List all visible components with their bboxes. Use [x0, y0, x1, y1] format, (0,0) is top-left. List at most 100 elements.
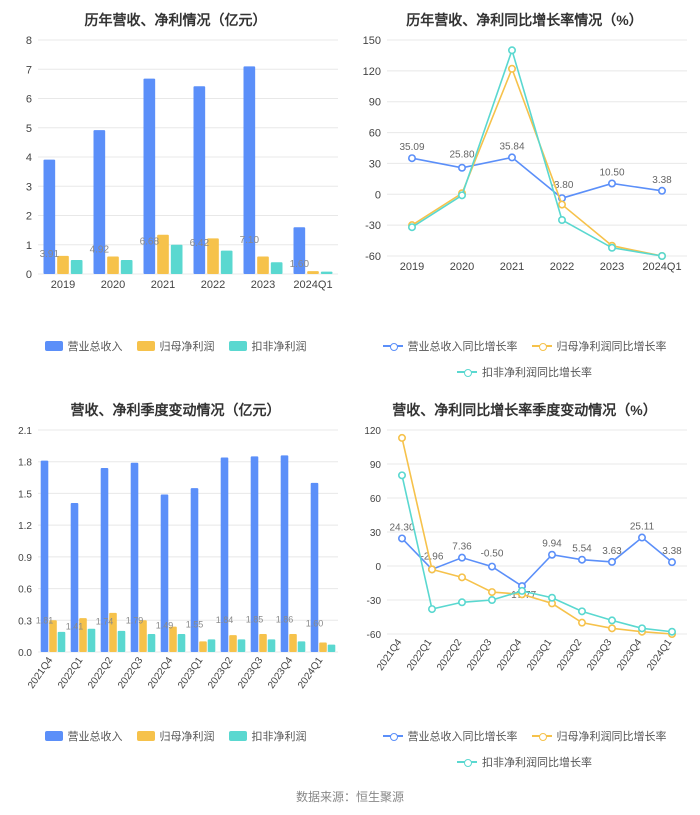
legend-label: 营业总收入同比增长率: [408, 338, 518, 354]
svg-text:-60: -60: [367, 630, 382, 641]
svg-text:4.92: 4.92: [90, 244, 110, 255]
svg-text:1.41: 1.41: [66, 622, 84, 632]
svg-text:-30: -30: [367, 596, 382, 607]
svg-text:2022Q2: 2022Q2: [435, 637, 465, 673]
svg-text:2022: 2022: [550, 261, 574, 273]
legend-item: 扣非净利润: [229, 728, 307, 744]
svg-text:5: 5: [26, 123, 32, 135]
svg-text:0.9: 0.9: [18, 553, 32, 564]
svg-text:0.3: 0.3: [18, 616, 32, 627]
svg-text:3.38: 3.38: [652, 175, 672, 186]
svg-text:2023: 2023: [600, 261, 624, 273]
legend-swatch: [457, 757, 477, 767]
panel-quarterly-growth: 营收、净利同比增长率季度变动情况（%） -60-30030609012024.3…: [353, 394, 696, 778]
svg-text:2019: 2019: [400, 261, 424, 273]
svg-text:2020: 2020: [101, 279, 125, 291]
svg-text:7: 7: [26, 64, 32, 76]
legend-swatch: [45, 731, 63, 741]
svg-text:-60: -60: [365, 251, 381, 263]
svg-text:2023Q2: 2023Q2: [555, 637, 585, 673]
legend-swatch: [229, 731, 247, 741]
legend-swatch: [137, 341, 155, 351]
svg-text:25.11: 25.11: [630, 522, 655, 533]
panel-annual-growth: 历年营收、净利同比增长率情况（%） -60-30030609012015035.…: [353, 4, 696, 388]
legend-item: 归母净利润: [137, 338, 215, 354]
legend-label: 营业总收入同比增长率: [408, 728, 518, 744]
legend: 营业总收入 归母净利润 扣非净利润: [4, 724, 347, 752]
legend-label: 归母净利润: [160, 338, 215, 354]
panel-title: 历年营收、净利情况（亿元）: [4, 4, 347, 34]
svg-text:2.1: 2.1: [18, 426, 32, 437]
panel-quarterly-revenue: 营收、净利季度变动情况（亿元） 0.00.30.60.91.21.51.82.1…: [4, 394, 347, 778]
legend-label: 扣非净利润同比增长率: [482, 364, 592, 380]
svg-text:7.10: 7.10: [240, 235, 260, 246]
svg-text:-0.50: -0.50: [481, 549, 504, 560]
svg-text:1.2: 1.2: [18, 521, 32, 532]
svg-text:5.54: 5.54: [572, 544, 592, 555]
svg-text:1.86: 1.86: [276, 615, 294, 625]
svg-text:8: 8: [26, 35, 32, 47]
svg-text:2022: 2022: [201, 279, 225, 291]
legend-swatch: [532, 341, 552, 351]
svg-text:0: 0: [375, 189, 381, 201]
bar-chart: 0123456783.9120194.9220206.6820216.42202…: [4, 34, 347, 334]
svg-text:2024Q1: 2024Q1: [293, 279, 332, 291]
legend-item: 扣非净利润同比增长率: [457, 364, 592, 380]
legend: 营业总收入 归母净利润 扣非净利润: [4, 334, 347, 362]
legend-label: 营业总收入: [68, 728, 123, 744]
legend-item: 扣非净利润同比增长率: [457, 754, 592, 770]
svg-text:2024Q1: 2024Q1: [296, 655, 326, 691]
svg-text:6.68: 6.68: [140, 237, 160, 248]
svg-text:2023Q3: 2023Q3: [236, 655, 266, 691]
svg-text:6: 6: [26, 94, 32, 106]
svg-text:2021: 2021: [151, 279, 175, 291]
svg-text:90: 90: [369, 97, 381, 109]
svg-text:2022Q1: 2022Q1: [56, 655, 86, 691]
svg-text:2024Q1: 2024Q1: [645, 637, 675, 673]
bar-chart: 0.00.30.60.91.21.51.82.11.812021Q41.4120…: [4, 424, 347, 724]
svg-text:1.74: 1.74: [96, 616, 114, 626]
svg-text:3: 3: [26, 181, 32, 193]
legend-item: 营业总收入同比增长率: [383, 338, 518, 354]
svg-text:0: 0: [26, 269, 32, 281]
svg-text:2: 2: [26, 211, 32, 223]
svg-text:6.42: 6.42: [190, 238, 210, 249]
svg-text:1.81: 1.81: [36, 615, 54, 625]
svg-text:25.80: 25.80: [449, 150, 474, 161]
data-source-footer: 数据来源：恒生聚源: [0, 782, 700, 815]
svg-text:1: 1: [26, 240, 32, 252]
svg-text:1.79: 1.79: [126, 616, 144, 626]
svg-text:0.0: 0.0: [18, 648, 32, 659]
svg-text:120: 120: [363, 66, 381, 78]
dashboard-grid: 历年营收、净利情况（亿元） 0123456783.9120194.9220206…: [0, 0, 700, 782]
legend-swatch: [137, 731, 155, 741]
svg-text:120: 120: [364, 426, 381, 437]
svg-text:60: 60: [369, 128, 381, 140]
svg-text:1.84: 1.84: [216, 615, 234, 625]
svg-text:2023Q3: 2023Q3: [585, 637, 615, 673]
svg-text:2023Q1: 2023Q1: [525, 637, 555, 673]
legend-item: 营业总收入同比增长率: [383, 728, 518, 744]
legend-label: 扣非净利润: [252, 728, 307, 744]
svg-text:1.5: 1.5: [18, 489, 32, 500]
svg-text:2023Q4: 2023Q4: [266, 655, 296, 691]
legend: 营业总收入同比增长率归母净利润同比增长率扣非净利润同比增长率: [353, 334, 696, 388]
svg-text:2022Q3: 2022Q3: [465, 637, 495, 673]
svg-text:2024Q1: 2024Q1: [642, 261, 681, 273]
legend-swatch: [229, 341, 247, 351]
panel-title: 营收、净利季度变动情况（亿元）: [4, 394, 347, 424]
svg-text:3.91: 3.91: [40, 249, 60, 260]
svg-text:2023Q1: 2023Q1: [176, 655, 206, 691]
svg-text:35.09: 35.09: [399, 142, 424, 153]
svg-text:1.55: 1.55: [186, 619, 204, 629]
svg-text:1.85: 1.85: [246, 615, 264, 625]
legend-item: 营业总收入: [45, 728, 123, 744]
svg-text:0: 0: [375, 562, 381, 573]
legend-label: 扣非净利润: [252, 338, 307, 354]
legend-label: 归母净利润: [160, 728, 215, 744]
panel-title: 营收、净利同比增长率季度变动情况（%）: [353, 394, 696, 424]
legend-item: 营业总收入: [45, 338, 123, 354]
svg-text:3.38: 3.38: [662, 546, 682, 557]
svg-text:2022Q4: 2022Q4: [146, 655, 176, 691]
legend-swatch: [383, 731, 403, 741]
